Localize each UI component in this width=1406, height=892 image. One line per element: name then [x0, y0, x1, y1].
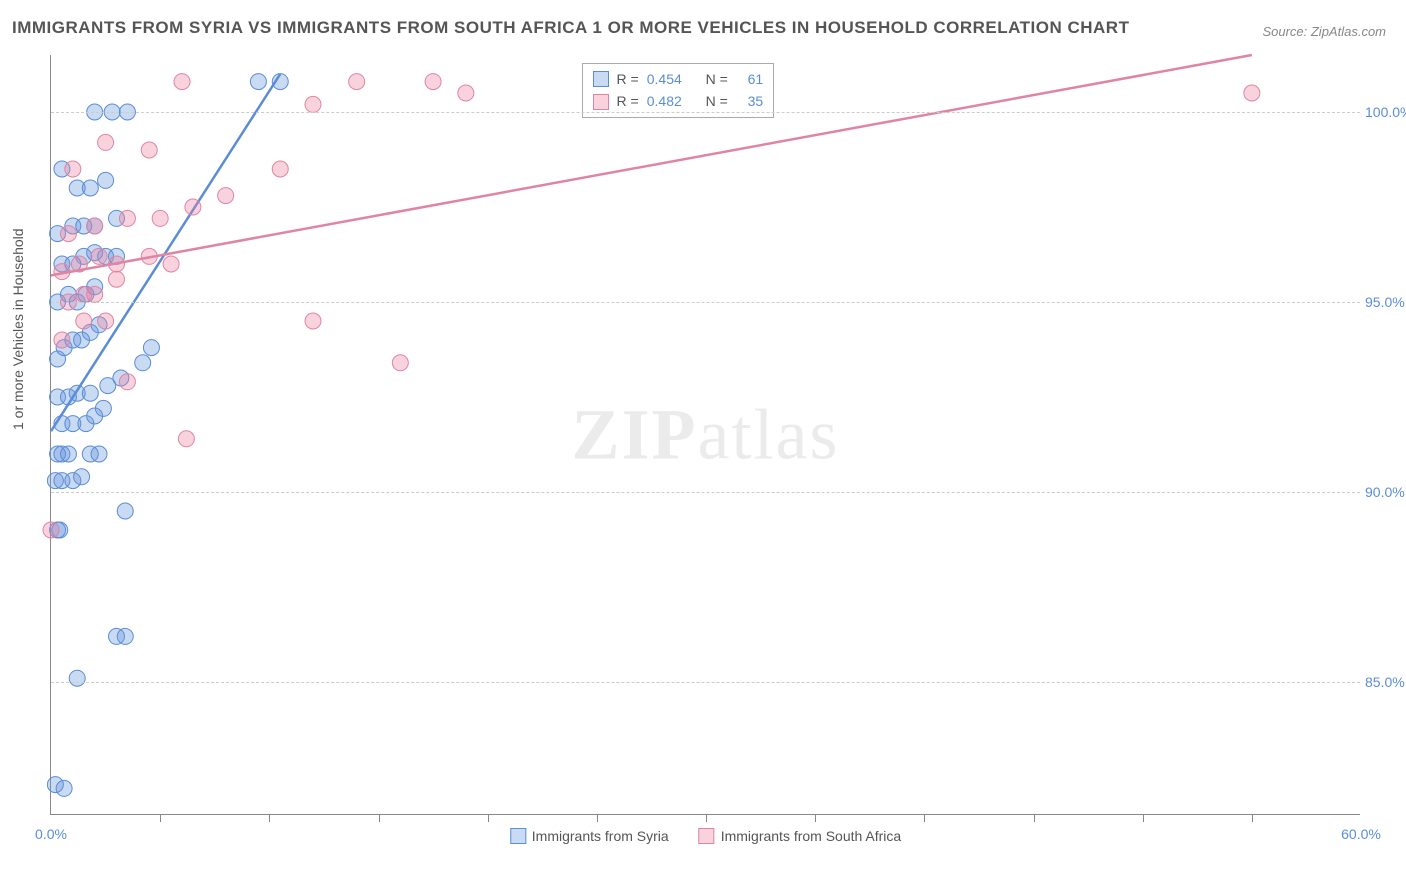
legend-row: R = 0.454 N = 61 [593, 68, 764, 90]
data-point [117, 503, 133, 519]
x-tick [706, 814, 707, 822]
x-tick [815, 814, 816, 822]
data-point [91, 446, 107, 462]
data-point [82, 385, 98, 401]
data-point [305, 96, 321, 112]
data-point [305, 313, 321, 329]
data-point [119, 210, 135, 226]
legend-r-value: 0.454 [647, 68, 682, 90]
series-legend-item: Immigrants from Syria [510, 828, 669, 844]
data-point [91, 248, 107, 264]
x-tick-label: 0.0% [35, 826, 67, 842]
data-point [218, 188, 234, 204]
data-point [1244, 85, 1260, 101]
data-point [250, 74, 266, 90]
series-legend: Immigrants from Syria Immigrants from Sou… [510, 828, 901, 844]
data-point [425, 74, 441, 90]
y-tick-label: 90.0% [1365, 484, 1406, 500]
x-tick [1143, 814, 1144, 822]
gridline-h [51, 682, 1360, 683]
data-point [174, 74, 190, 90]
x-tick [1252, 814, 1253, 822]
data-point [458, 85, 474, 101]
x-tick [379, 814, 380, 822]
data-point [119, 374, 135, 390]
data-point [109, 271, 125, 287]
legend-r-value: 0.482 [647, 90, 682, 112]
y-tick-label: 100.0% [1365, 104, 1406, 120]
data-point [143, 340, 159, 356]
data-point [98, 134, 114, 150]
legend-r-label: R = [617, 90, 639, 112]
legend-n-label: N = [706, 90, 728, 112]
data-point [56, 780, 72, 796]
data-point [76, 313, 92, 329]
legend-swatch [593, 71, 609, 87]
data-point [74, 469, 90, 485]
scatter-svg [51, 55, 1360, 814]
gridline-h [51, 302, 1360, 303]
legend-n-value: 61 [748, 68, 764, 90]
legend-swatch [593, 94, 609, 110]
data-point [43, 522, 59, 538]
plot-area: ZIPatlas R =0.454 N = 61R =0.482 N = 35 … [50, 55, 1360, 815]
series-legend-label: Immigrants from South Africa [721, 828, 902, 844]
data-point [98, 172, 114, 188]
legend-swatch [510, 828, 526, 844]
x-tick [924, 814, 925, 822]
data-point [60, 226, 76, 242]
legend-n-value: 35 [748, 90, 764, 112]
legend-swatch [699, 828, 715, 844]
correlation-legend: R = 0.454 N = 61 R = 0.482 N = 35 [582, 63, 775, 118]
x-tick-label: 60.0% [1341, 826, 1381, 842]
legend-n-label: N = [706, 68, 728, 90]
data-point [178, 431, 194, 447]
data-point [87, 286, 103, 302]
data-point [185, 199, 201, 215]
source-attribution: Source: ZipAtlas.com [1262, 24, 1386, 39]
x-tick [488, 814, 489, 822]
data-point [87, 218, 103, 234]
chart-title: IMMIGRANTS FROM SYRIA VS IMMIGRANTS FROM… [12, 18, 1129, 38]
gridline-h [51, 492, 1360, 493]
data-point [117, 628, 133, 644]
data-point [392, 355, 408, 371]
data-point [152, 210, 168, 226]
data-point [163, 256, 179, 272]
legend-r-label: R = [617, 68, 639, 90]
data-point [82, 180, 98, 196]
x-tick [160, 814, 161, 822]
data-point [69, 670, 85, 686]
data-point [98, 313, 114, 329]
data-point [349, 74, 365, 90]
y-axis-label: 1 or more Vehicles in Household [10, 228, 26, 430]
series-legend-item: Immigrants from South Africa [699, 828, 902, 844]
x-tick [269, 814, 270, 822]
data-point [60, 446, 76, 462]
data-point [135, 355, 151, 371]
gridline-h [51, 112, 1360, 113]
data-point [272, 161, 288, 177]
y-tick-label: 95.0% [1365, 294, 1406, 310]
series-legend-label: Immigrants from Syria [532, 828, 669, 844]
x-tick [1034, 814, 1035, 822]
legend-row: R = 0.482 N = 35 [593, 90, 764, 112]
data-point [95, 400, 111, 416]
y-tick-label: 85.0% [1365, 674, 1406, 690]
data-point [65, 161, 81, 177]
data-point [54, 332, 70, 348]
data-point [141, 142, 157, 158]
x-tick [597, 814, 598, 822]
